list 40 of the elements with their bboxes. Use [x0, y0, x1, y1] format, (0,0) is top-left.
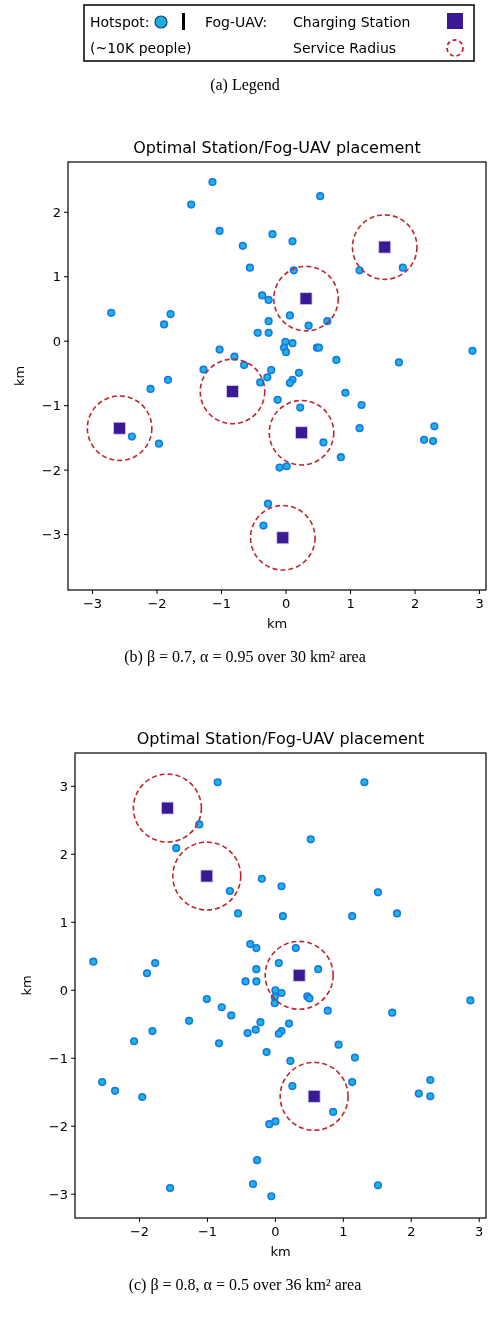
y-tick-label: 0 [59, 982, 68, 998]
x-axis-title: km [266, 616, 288, 631]
text: (a) Legend [210, 76, 280, 94]
x-tick-label: 1 [346, 596, 355, 611]
x-tick-label: 1 [339, 1224, 348, 1239]
y-tick-label: −3 [41, 527, 61, 543]
y-axis-title: km [19, 975, 34, 996]
text: (c) β = 0.8, α = 0.5 over 36 km² area [128, 1276, 362, 1294]
y-tick-label: 0 [52, 333, 61, 349]
x-tick-label: 3 [475, 596, 484, 611]
x-tick-label: 3 [475, 1224, 484, 1239]
text: Hotspot: [90, 14, 150, 30]
y-tick-label: −3 [48, 1186, 68, 1202]
x-tick-label: 0 [271, 1224, 280, 1239]
text: (b) β = 0.7, α = 0.95 over 30 km² area [124, 648, 366, 666]
y-tick-label: −2 [48, 1118, 68, 1134]
text: Charging Station [293, 14, 411, 30]
chart-title: Optimal Station/Fog-UAV placement [136, 729, 425, 748]
x-tick-label: −2 [129, 1224, 150, 1239]
x-tick-label: 0 [281, 596, 291, 611]
y-tick-label: 2 [52, 204, 61, 220]
y-tick-label: 1 [59, 914, 68, 930]
x-axis-title: km [270, 1244, 291, 1259]
x-tick-label: −2 [147, 596, 167, 611]
text: (~10K people) [90, 40, 192, 56]
y-tick-label: −1 [41, 398, 61, 414]
chart-title: Optimal Station/Fog-UAV placement [133, 138, 421, 157]
y-tick-label: 3 [59, 778, 68, 794]
y-tick-label: 2 [59, 846, 68, 862]
x-tick-label: −1 [197, 1224, 218, 1239]
x-tick-label: −3 [82, 596, 103, 611]
y-axis-title: km [12, 365, 27, 387]
y-tick-label: −2 [41, 462, 61, 478]
x-tick-label: 2 [410, 596, 420, 611]
text: Fog-UAV: [205, 14, 268, 30]
x-tick-label: −1 [211, 596, 232, 611]
x-tick-label: 2 [407, 1224, 416, 1239]
y-tick-label: 1 [52, 269, 61, 285]
text: Service Radius [293, 40, 397, 56]
y-tick-label: −1 [48, 1050, 68, 1066]
